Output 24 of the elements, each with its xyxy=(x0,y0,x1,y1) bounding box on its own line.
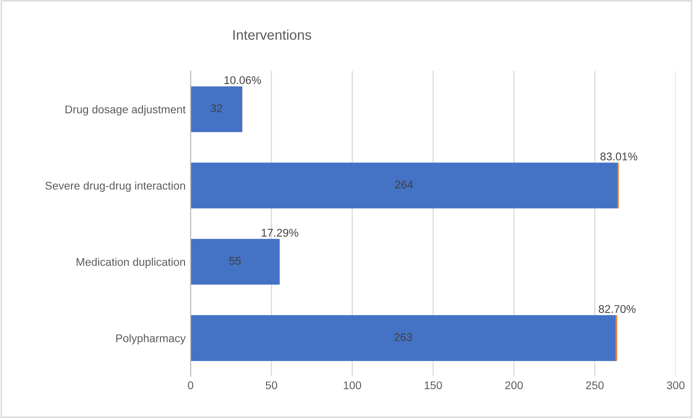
x-tick-label: 250 xyxy=(586,381,604,390)
data-label: 10.06% xyxy=(224,76,261,84)
y-tick-label: Drug dosage adjustment xyxy=(66,105,186,116)
data-label: 32 xyxy=(210,104,222,112)
bar xyxy=(190,162,618,208)
data-label: 264 xyxy=(395,180,413,188)
y-tick-label: Medication duplication xyxy=(76,258,185,268)
x-tick-label: 0 xyxy=(188,381,194,390)
x-tick-label: 300 xyxy=(666,381,685,390)
y-tick-label: Polypharmacy xyxy=(116,334,186,344)
chart-title: Interventions xyxy=(233,30,312,40)
bar xyxy=(190,315,616,361)
data-label: 83.01% xyxy=(600,152,638,160)
x-tick-label: 150 xyxy=(424,381,442,390)
bar xyxy=(190,86,242,132)
bar xyxy=(190,238,280,285)
x-tick-label: 100 xyxy=(344,381,362,390)
data-label: 55 xyxy=(229,257,241,265)
data-label: 17.29% xyxy=(262,228,298,237)
data-label: 82.70% xyxy=(598,305,636,313)
x-tick-label: 200 xyxy=(505,381,523,390)
x-tick-label: 50 xyxy=(266,381,278,390)
data-label: 263 xyxy=(394,333,412,342)
y-tick-label: Severe drug-drug interaction xyxy=(45,181,186,192)
